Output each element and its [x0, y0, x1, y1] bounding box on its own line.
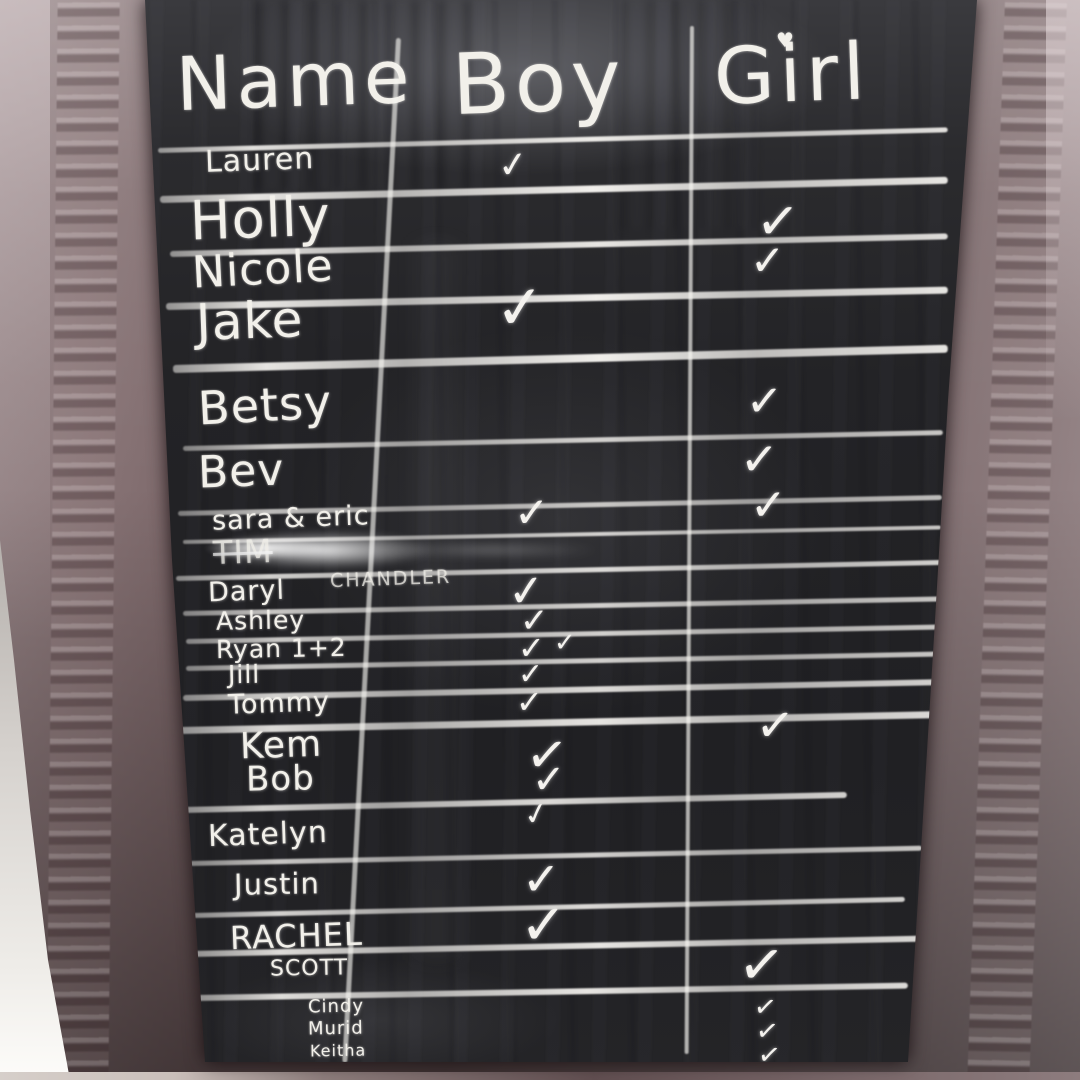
check-boy: ✓: [514, 488, 550, 537]
row-name: Jake: [195, 290, 305, 352]
row-name: RACHEL: [229, 914, 364, 958]
row-name: Ryan 1+2: [215, 632, 347, 665]
row-name: SCOTT: [269, 955, 349, 982]
row-name: Bev: [197, 444, 286, 499]
frame-highlight-right: [1046, 0, 1080, 420]
heart-icon: ♥: [776, 28, 795, 52]
check-boy: ✓: [522, 852, 561, 906]
floor-strip: [0, 1072, 1080, 1080]
row-name: Lauren: [204, 141, 315, 180]
eraser-smudge-tail: [330, 542, 650, 558]
row-name-extra: CHANDLER: [329, 565, 452, 593]
row-name: Ashley: [215, 605, 306, 636]
check-girl: ✓: [734, 930, 789, 1001]
check-boy: ✓: [520, 893, 567, 958]
eraser-smudge-core: [180, 533, 350, 563]
frame-highlight-left: [0, 0, 50, 640]
row-name: Cindy: [307, 995, 365, 1018]
check-girl: ✓: [750, 480, 787, 531]
row-name: Justin: [233, 866, 321, 902]
check-boy: ✓: [516, 683, 543, 721]
check-girl: ✓: [755, 1038, 783, 1073]
check-boy: ✓: [520, 601, 549, 641]
check-boy: ✓: [518, 629, 545, 667]
check-girl: ✓: [754, 696, 797, 754]
row-name: Bob: [245, 758, 316, 800]
row-name: Nicole: [190, 240, 335, 299]
check-girl: ✓: [750, 236, 786, 285]
check-boy: ✓: [495, 143, 531, 188]
check-boy: ✓: [492, 271, 548, 345]
row-name: Betsy: [196, 374, 334, 436]
row-name: Daryl: [207, 574, 286, 609]
row-name: Jill: [227, 659, 261, 690]
dark-grain-top: [255, 0, 475, 190]
row-name: Murid: [307, 1017, 364, 1040]
check-girl: ✓: [739, 431, 780, 487]
row-name: TIM: [212, 531, 274, 573]
check-boy: ✓: [518, 657, 544, 692]
row-name: Keitha: [309, 1040, 367, 1061]
check-boy: ✓: [554, 628, 576, 658]
row-name: Holly: [188, 184, 332, 253]
row-name: Katelyn: [207, 814, 329, 855]
check-boy: ✓: [532, 757, 566, 803]
row-name: sara & eric: [211, 500, 371, 537]
row-name: Tommy: [227, 686, 331, 721]
check-girl: ✓: [745, 375, 784, 428]
